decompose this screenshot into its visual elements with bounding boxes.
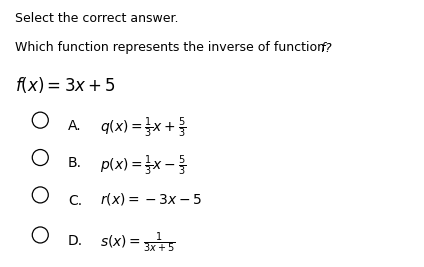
Text: $s(x) = \frac{1}{3x + 5}$: $s(x) = \frac{1}{3x + 5}$ [100, 231, 175, 255]
Text: $f(x) = 3x + 5$: $f(x) = 3x + 5$ [15, 75, 116, 95]
Text: $p(x) = \frac{1}{3}x - \frac{5}{3}$: $p(x) = \frac{1}{3}x - \frac{5}{3}$ [100, 154, 186, 178]
Text: $r(x) = -3x - 5$: $r(x) = -3x - 5$ [100, 191, 202, 207]
Text: $q(x) = \frac{1}{3}x + \frac{5}{3}$: $q(x) = \frac{1}{3}x + \frac{5}{3}$ [100, 116, 186, 140]
Text: Which function represents the inverse of function: Which function represents the inverse of… [15, 41, 329, 54]
Text: C.: C. [68, 194, 82, 207]
Text: $f$?: $f$? [320, 41, 333, 55]
Text: A.: A. [68, 119, 81, 133]
Text: B.: B. [68, 156, 82, 170]
Text: Select the correct answer.: Select the correct answer. [15, 12, 179, 25]
Text: D.: D. [68, 234, 83, 248]
